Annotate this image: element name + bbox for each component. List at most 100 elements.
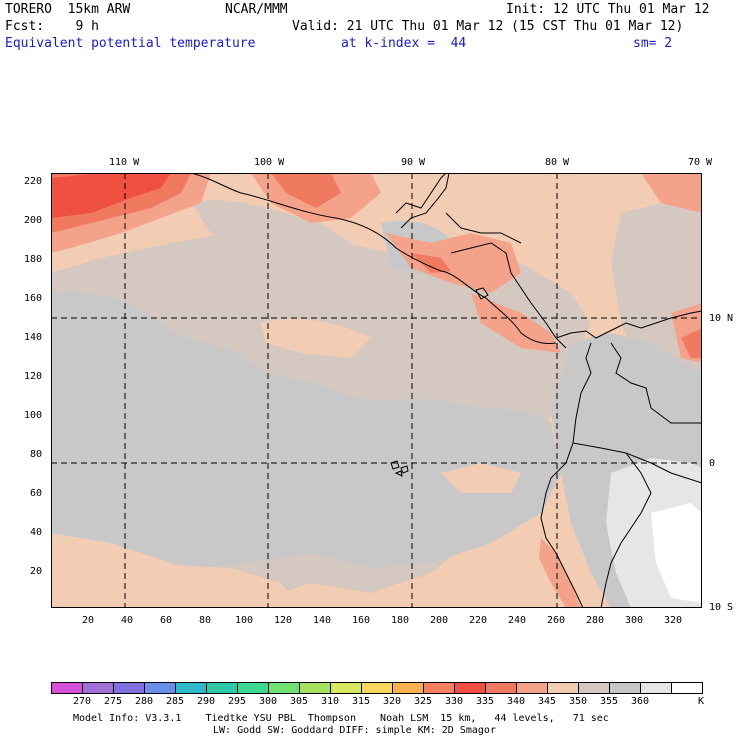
shade-335 [386, 233, 521, 293]
x-tick: 140 [313, 615, 332, 626]
y-tick: 200 [24, 215, 43, 226]
map-plot [51, 173, 702, 608]
shade-360 [651, 503, 702, 603]
colorbar-label: 300 [258, 696, 278, 707]
x-tick: 220 [469, 615, 488, 626]
x-tick: 240 [508, 615, 527, 626]
init-time: Init: 12 UTC Thu 01 Mar 12 [506, 2, 710, 17]
lon-label: 80 W [545, 157, 570, 168]
colorbar-label: 285 [165, 696, 185, 707]
border-peru-brazil [600, 452, 652, 608]
y-tick: 80 [30, 449, 43, 460]
y-tick: 180 [24, 254, 43, 265]
shade-335 [641, 173, 702, 213]
colorbar-label: 350 [568, 696, 588, 707]
coastline-panama [555, 322, 642, 339]
coastline-gulf [395, 173, 447, 214]
colorbar-swatch [113, 682, 145, 694]
colorbar-swatch [206, 682, 238, 694]
x-tick: 300 [625, 615, 644, 626]
lon-label: 110 W [109, 157, 140, 168]
latlon-grid [51, 173, 702, 608]
shade-330 [271, 173, 341, 208]
colorbar-swatch [82, 682, 114, 694]
x-tick: 100 [235, 615, 254, 626]
shade-345 [191, 200, 351, 253]
colorbar-label: 270 [72, 696, 92, 707]
lat-label: 10 N [709, 313, 734, 324]
lon-label: 90 W [401, 157, 426, 168]
shade-340 [441, 463, 521, 493]
y-tick: 20 [30, 566, 43, 577]
colorbar-swatch [330, 682, 362, 694]
colorbar-swatch [454, 682, 486, 694]
colorbar-swatch [392, 682, 424, 694]
colorbar-swatch [144, 682, 176, 694]
border-colombia-venezuela [610, 342, 702, 424]
colorbar-swatch [51, 682, 83, 694]
y-tick: 140 [24, 332, 43, 343]
colorbar-swatch [640, 682, 672, 694]
y-tick: 160 [24, 293, 43, 304]
colorbar-label: 335 [475, 696, 495, 707]
x-tick: 200 [430, 615, 449, 626]
field-name: Equivalent potential temperature [5, 36, 256, 51]
valid-time: Valid: 21 UTC Thu 01 Mar 12 (15 CST Thu … [292, 19, 684, 34]
colorbar-label: 320 [382, 696, 402, 707]
lat-label: 0 [709, 458, 716, 469]
x-tick: 280 [586, 615, 605, 626]
theta-e-map [51, 173, 702, 608]
lon-label: 70 W [688, 157, 713, 168]
colorbar-swatch [237, 682, 269, 694]
map-frame [51, 173, 702, 608]
colorbar-swatch [299, 682, 331, 694]
shade-340 [121, 563, 301, 608]
colorbar-label: 345 [537, 696, 557, 707]
colorbar-swatch [516, 682, 548, 694]
colorbar-swatch [175, 682, 207, 694]
lon-label: 100 W [254, 157, 285, 168]
y-tick: 100 [24, 410, 43, 421]
y-tick: 40 [30, 527, 43, 538]
y-tick: 120 [24, 371, 43, 382]
colorbar-label: 315 [351, 696, 371, 707]
x-tick: 180 [391, 615, 410, 626]
border-colombia-ecuador [572, 442, 702, 484]
colorbar-swatch [547, 682, 579, 694]
smoothing-info: sm= 2 [633, 36, 673, 51]
x-tick: 160 [352, 615, 371, 626]
x-tick: 260 [547, 615, 566, 626]
shade-335 [471, 293, 561, 353]
colorbar-label: 355 [599, 696, 619, 707]
colorbar-swatch [609, 682, 641, 694]
colorbar-label: 310 [320, 696, 340, 707]
colorbar-label: 305 [289, 696, 309, 707]
x-tick: 120 [274, 615, 293, 626]
shade-350 [51, 291, 561, 568]
shade-330 [411, 253, 451, 273]
lat-label: 10 S [709, 602, 734, 613]
forecast-hour: Fcst: 9 h [5, 19, 99, 34]
y-tick: 60 [30, 488, 43, 499]
galapagos-islands [390, 460, 409, 477]
shade-330 [681, 328, 702, 358]
colorbar-label: 290 [196, 696, 216, 707]
colorbar-swatch [671, 682, 703, 694]
colorbar-swatch [423, 682, 455, 694]
center-label: NCAR/MMM [225, 2, 288, 17]
colorbar-label: 295 [227, 696, 247, 707]
colorbar-label: 360 [630, 696, 650, 707]
model-physics: LW: Godd SW: Goddard DIFF: simple KM: 2D… [213, 725, 496, 736]
x-tick: 20 [82, 615, 95, 626]
colorbar-label: 325 [413, 696, 433, 707]
lake-nicaragua [475, 287, 489, 300]
colorbar-swatch [268, 682, 300, 694]
colorbar-label: 280 [134, 696, 154, 707]
colorbar-unit: K [698, 696, 705, 707]
shade-335 [539, 538, 581, 608]
model-title: TORERO 15km ARW [5, 2, 131, 17]
x-tick: 60 [160, 615, 173, 626]
x-tick: 80 [199, 615, 212, 626]
colorbar-label: 340 [506, 696, 526, 707]
colorbar-label: 330 [444, 696, 464, 707]
